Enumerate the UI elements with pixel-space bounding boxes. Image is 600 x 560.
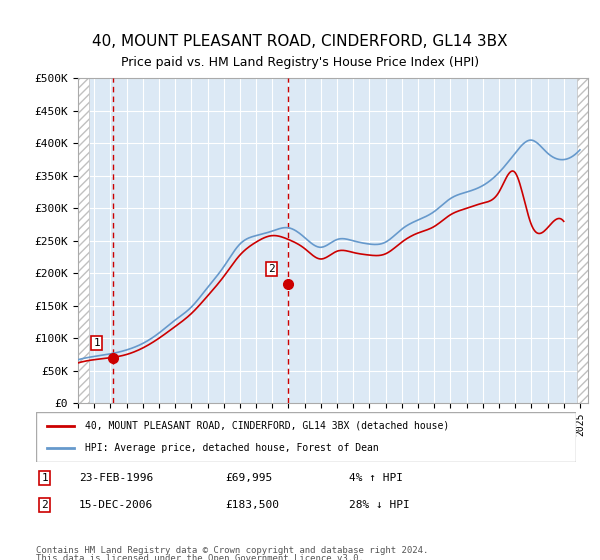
Text: Price paid vs. HM Land Registry's House Price Index (HPI): Price paid vs. HM Land Registry's House … [121, 56, 479, 69]
Text: 15-DEC-2006: 15-DEC-2006 [79, 500, 154, 510]
Text: HPI: Average price, detached house, Forest of Dean: HPI: Average price, detached house, Fore… [85, 443, 379, 453]
Text: 28% ↓ HPI: 28% ↓ HPI [349, 500, 410, 510]
Text: 1: 1 [94, 338, 100, 348]
Text: 40, MOUNT PLEASANT ROAD, CINDERFORD, GL14 3BX (detached house): 40, MOUNT PLEASANT ROAD, CINDERFORD, GL1… [85, 421, 449, 431]
Text: 2: 2 [268, 264, 275, 274]
Text: 40, MOUNT PLEASANT ROAD, CINDERFORD, GL14 3BX: 40, MOUNT PLEASANT ROAD, CINDERFORD, GL1… [92, 34, 508, 49]
Text: Contains HM Land Registry data © Crown copyright and database right 2024.: Contains HM Land Registry data © Crown c… [36, 546, 428, 555]
Text: 1: 1 [41, 473, 48, 483]
Text: 2: 2 [41, 500, 48, 510]
Text: £69,995: £69,995 [225, 473, 272, 483]
Text: 23-FEB-1996: 23-FEB-1996 [79, 473, 154, 483]
Text: This data is licensed under the Open Government Licence v3.0.: This data is licensed under the Open Gov… [36, 554, 364, 560]
Text: £183,500: £183,500 [225, 500, 279, 510]
FancyBboxPatch shape [36, 412, 576, 462]
Text: 4% ↑ HPI: 4% ↑ HPI [349, 473, 403, 483]
